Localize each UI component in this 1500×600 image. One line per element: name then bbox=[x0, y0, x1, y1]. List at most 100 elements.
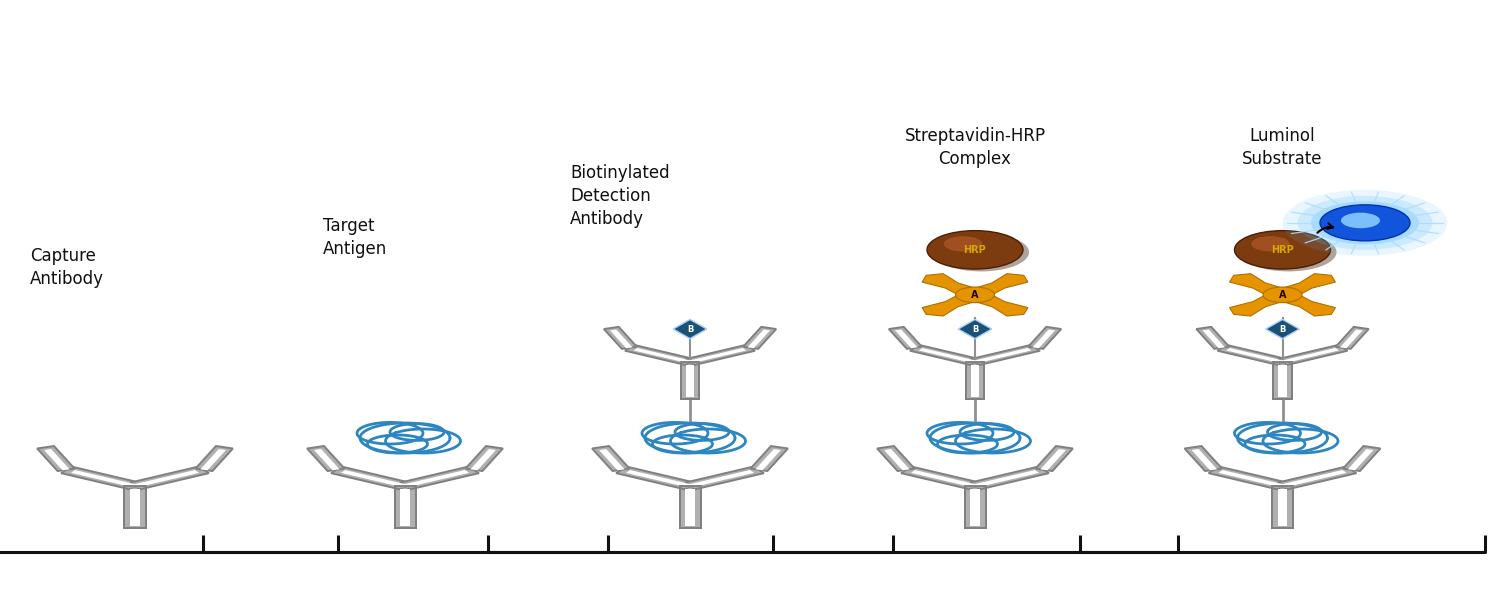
Polygon shape bbox=[966, 291, 1028, 316]
Polygon shape bbox=[201, 449, 226, 470]
Polygon shape bbox=[1272, 486, 1293, 528]
Polygon shape bbox=[626, 345, 694, 365]
Polygon shape bbox=[1028, 327, 1060, 349]
Polygon shape bbox=[970, 489, 980, 526]
Polygon shape bbox=[747, 329, 770, 348]
Polygon shape bbox=[314, 449, 339, 470]
Polygon shape bbox=[1197, 327, 1230, 349]
Polygon shape bbox=[400, 489, 410, 526]
Polygon shape bbox=[681, 362, 699, 399]
Text: Target
Antigen: Target Antigen bbox=[322, 217, 387, 258]
Polygon shape bbox=[1281, 470, 1347, 487]
Polygon shape bbox=[742, 327, 776, 349]
Polygon shape bbox=[922, 291, 984, 316]
Polygon shape bbox=[1281, 348, 1340, 363]
Polygon shape bbox=[1266, 319, 1299, 338]
Polygon shape bbox=[756, 449, 782, 470]
Polygon shape bbox=[958, 319, 992, 338]
Polygon shape bbox=[471, 449, 496, 470]
Polygon shape bbox=[1230, 274, 1292, 299]
Text: A: A bbox=[1278, 290, 1286, 300]
Polygon shape bbox=[62, 466, 140, 490]
Polygon shape bbox=[308, 446, 345, 471]
Circle shape bbox=[933, 233, 1029, 271]
Polygon shape bbox=[974, 470, 1040, 487]
Polygon shape bbox=[394, 486, 416, 528]
Polygon shape bbox=[70, 470, 136, 487]
Polygon shape bbox=[974, 348, 1032, 363]
Polygon shape bbox=[1335, 327, 1368, 349]
Polygon shape bbox=[633, 348, 692, 363]
Polygon shape bbox=[686, 365, 694, 397]
Polygon shape bbox=[686, 466, 764, 490]
Polygon shape bbox=[688, 470, 754, 487]
Polygon shape bbox=[610, 329, 633, 348]
Polygon shape bbox=[626, 470, 692, 487]
Circle shape bbox=[1311, 201, 1419, 244]
Polygon shape bbox=[686, 489, 694, 526]
Circle shape bbox=[1251, 236, 1290, 251]
Polygon shape bbox=[1035, 446, 1072, 471]
Text: Capture
Antibody: Capture Antibody bbox=[30, 247, 104, 288]
Text: HRP: HRP bbox=[1270, 245, 1294, 255]
Polygon shape bbox=[1278, 345, 1347, 365]
Circle shape bbox=[1282, 190, 1448, 256]
Polygon shape bbox=[1274, 362, 1292, 399]
Polygon shape bbox=[966, 362, 984, 399]
Polygon shape bbox=[1342, 446, 1380, 471]
Polygon shape bbox=[404, 470, 470, 487]
Polygon shape bbox=[1278, 466, 1356, 490]
Text: A: A bbox=[972, 290, 978, 300]
Text: B: B bbox=[687, 325, 693, 334]
Polygon shape bbox=[688, 348, 747, 363]
Polygon shape bbox=[1340, 329, 1362, 348]
Text: B: B bbox=[1280, 325, 1286, 334]
Polygon shape bbox=[38, 446, 75, 471]
Polygon shape bbox=[1274, 291, 1335, 316]
Polygon shape bbox=[896, 329, 918, 348]
Polygon shape bbox=[918, 348, 976, 363]
Polygon shape bbox=[134, 470, 200, 487]
Text: Biotinylated
Detection
Antibody: Biotinylated Detection Antibody bbox=[570, 164, 669, 228]
Polygon shape bbox=[130, 489, 140, 526]
Text: HRP: HRP bbox=[963, 245, 987, 255]
Polygon shape bbox=[674, 319, 706, 338]
Polygon shape bbox=[902, 466, 980, 490]
Polygon shape bbox=[970, 466, 1048, 490]
Polygon shape bbox=[1032, 329, 1054, 348]
Polygon shape bbox=[604, 327, 638, 349]
Polygon shape bbox=[1218, 470, 1284, 487]
Polygon shape bbox=[400, 466, 478, 490]
Polygon shape bbox=[44, 449, 69, 470]
Circle shape bbox=[1298, 196, 1432, 250]
Circle shape bbox=[1320, 205, 1410, 241]
Circle shape bbox=[927, 230, 1023, 269]
Polygon shape bbox=[598, 449, 624, 470]
Polygon shape bbox=[1185, 446, 1222, 471]
Polygon shape bbox=[1278, 489, 1287, 526]
Polygon shape bbox=[970, 345, 1040, 365]
Polygon shape bbox=[910, 470, 976, 487]
Polygon shape bbox=[884, 449, 909, 470]
Text: B: B bbox=[972, 325, 978, 334]
Polygon shape bbox=[124, 486, 146, 528]
Polygon shape bbox=[616, 466, 695, 490]
Polygon shape bbox=[922, 274, 984, 299]
Polygon shape bbox=[340, 470, 406, 487]
Polygon shape bbox=[890, 327, 922, 349]
Polygon shape bbox=[970, 365, 980, 397]
Polygon shape bbox=[1230, 291, 1292, 316]
Polygon shape bbox=[750, 446, 788, 471]
Circle shape bbox=[1240, 233, 1336, 271]
Polygon shape bbox=[964, 486, 986, 528]
Text: Streptavidin-HRP
Complex: Streptavidin-HRP Complex bbox=[904, 127, 1046, 168]
Circle shape bbox=[1263, 287, 1302, 302]
Polygon shape bbox=[1348, 449, 1374, 470]
Polygon shape bbox=[1203, 329, 1225, 348]
Polygon shape bbox=[1274, 274, 1335, 299]
Polygon shape bbox=[1218, 345, 1287, 365]
Polygon shape bbox=[1191, 449, 1216, 470]
Polygon shape bbox=[195, 446, 232, 471]
Polygon shape bbox=[878, 446, 915, 471]
Polygon shape bbox=[910, 345, 980, 365]
